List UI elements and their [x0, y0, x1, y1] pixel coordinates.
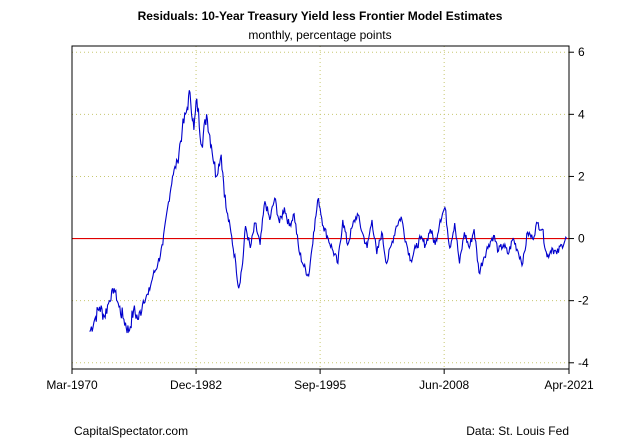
footer-data-source: Data: St. Louis Fed [466, 424, 569, 438]
x-tick-label: Mar-1970 [46, 378, 98, 392]
y-axis: -4 -2 0 2 4 6 [569, 45, 589, 370]
chart-title: Residuals: 10-Year Treasury Yield less F… [137, 9, 503, 23]
x-tick-label: Apr-2021 [544, 378, 594, 392]
series-line-residuals [89, 90, 568, 334]
y-tick-label: -2 [578, 294, 589, 308]
x-axis: Mar-1970 Dec-1982 Sep-1995 Jun-2008 Apr-2021 [46, 369, 594, 392]
y-tick-label: -4 [578, 356, 589, 370]
grid [71, 46, 570, 369]
footer-source-site: CapitalSpectator.com [74, 424, 189, 438]
y-tick-label: 4 [578, 107, 585, 121]
x-tick-label: Dec-1982 [170, 378, 222, 392]
x-tick-label: Jun-2008 [419, 378, 469, 392]
x-tick-label: Sep-1995 [294, 378, 346, 392]
y-tick-label: 0 [578, 232, 585, 246]
y-tick-label: 6 [578, 45, 585, 59]
chart-subtitle: monthly, percentage points [248, 28, 392, 42]
y-tick-label: 2 [578, 169, 585, 183]
